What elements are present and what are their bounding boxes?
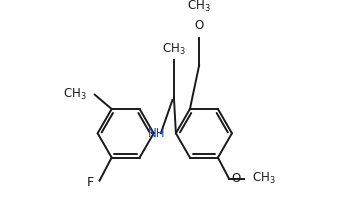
Text: O: O [231,172,240,185]
Text: CH$_3$: CH$_3$ [187,0,211,14]
Text: CH$_3$: CH$_3$ [63,87,87,102]
Text: NH: NH [148,127,165,140]
Text: F: F [86,176,94,189]
Text: O: O [194,19,204,32]
Text: CH$_3$: CH$_3$ [162,42,186,57]
Text: CH$_3$: CH$_3$ [252,171,276,186]
